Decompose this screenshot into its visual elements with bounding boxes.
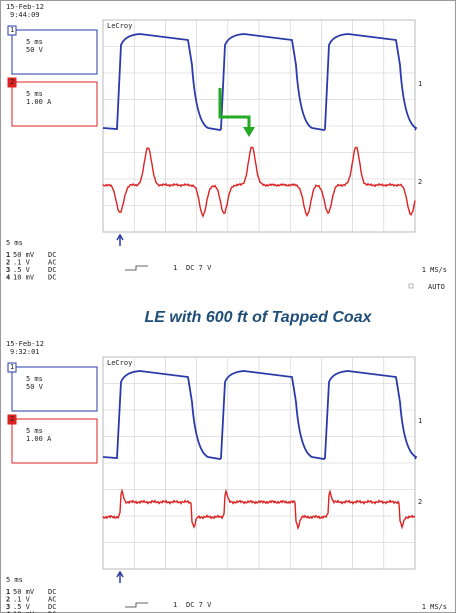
sample-rate: 1 MS/s (422, 603, 447, 611)
channel-number: 2 (10, 78, 14, 86)
date: 15-Feb-12 (6, 3, 44, 11)
channel-timebase: 5 ms (26, 38, 43, 46)
page: LE with 600 ft of Tapped Coax 15-Feb-129… (0, 0, 474, 613)
trace-marker: 2 (418, 178, 422, 186)
trace-marker: 1 (418, 417, 422, 425)
channel-box (12, 367, 97, 411)
trigger-coupling: DC 7 V (186, 264, 212, 272)
logo: LeCroy (107, 22, 132, 30)
trigger-coupling: DC 7 V (186, 601, 212, 609)
channel-timebase: 5 ms (26, 375, 43, 383)
trigger-mode: AUTO (428, 283, 445, 291)
trigger-channel: 1 (173, 264, 177, 272)
timebase: 5 ms (6, 239, 23, 247)
channel-box (12, 419, 97, 463)
channel-number: 1 (10, 26, 14, 34)
screenshot: LE with 600 ft of Tapped Coax 15-Feb-129… (0, 0, 474, 613)
trace-marker: 1 (418, 80, 422, 88)
timebase: 5 ms (6, 576, 23, 584)
time: 9:32:01 (10, 348, 40, 356)
logo: LeCroy (107, 359, 132, 367)
channel-scale: 1.00 A (26, 98, 52, 106)
time: 9:44:09 (10, 11, 40, 19)
setting-coupling: DC (48, 274, 56, 282)
trace-marker: 2 (418, 498, 422, 506)
channel-timebase: 5 ms (26, 90, 43, 98)
sample-rate: 1 MS/s (422, 266, 447, 274)
channel-scale: 50 V (26, 383, 44, 391)
setting-scale: 10 mV (13, 274, 35, 282)
channel-box (12, 82, 97, 126)
channel-box (12, 30, 97, 74)
channel-number: 2 (10, 415, 14, 423)
channel-timebase: 5 ms (26, 427, 43, 435)
channel-number: 1 (10, 363, 14, 371)
channel-scale: 1.00 A (26, 435, 52, 443)
channel-scale: 50 V (26, 46, 44, 54)
trigger-channel: 1 (173, 601, 177, 609)
setting-channel: 4 (6, 274, 10, 282)
caption: LE with 600 ft of Tapped Coax (145, 309, 373, 326)
date: 15-Feb-12 (6, 340, 44, 348)
